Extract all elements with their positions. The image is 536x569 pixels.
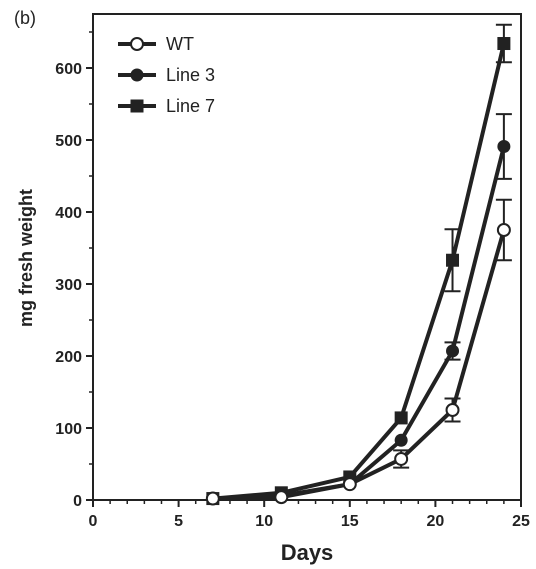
data-point-2-3 [394,411,408,425]
y-tick-label-4: 400 [55,205,82,222]
data-point-1-4 [446,344,460,358]
data-point-2-5 [497,37,511,51]
data-point-0-4 [445,403,460,417]
y-tick-label-6: 600 [55,61,82,78]
series-layer [205,23,512,506]
y-axis-title: mg fresh weight [16,189,36,327]
legend-label-0: WT [166,34,194,54]
y-tick-label-3: 300 [55,277,82,294]
data-point-0-5 [496,223,511,237]
data-point-0-1 [274,490,289,505]
series-line-0 [212,229,506,501]
legend-label-2: Line 7 [166,96,215,116]
data-point-0-2 [342,477,357,492]
x-tick-label-0: 0 [89,513,98,530]
legend: WT Line 3 Line 7 [118,34,215,116]
x-axis-title: Days [281,540,334,565]
data-point-1-3 [394,433,408,447]
series-1 [206,113,512,506]
data-point-0-0 [205,491,220,506]
plot-frame [92,13,522,501]
x-tick-label-5: 25 [512,513,530,530]
y-tick-label-1: 100 [55,421,82,438]
axes: 0 5 10 15 20 25 0 100 200 300 400 500 600 [55,13,530,530]
y-tick-label-5: 500 [55,133,82,150]
x-tick-label-3: 15 [341,513,359,530]
data-point-1-5 [497,139,511,153]
y-tick-label-0: 0 [73,493,82,510]
series-line-2 [212,43,506,501]
data-point-0-3 [394,451,409,466]
series-0 [205,198,512,506]
x-tick-label-2: 10 [255,513,273,530]
x-tick-label-1: 5 [174,513,183,530]
series-2 [206,23,512,506]
legend-marker-1 [130,68,144,82]
legend-label-1: Line 3 [166,65,215,85]
panel-label: (b) [14,8,36,28]
legend-marker-2 [130,99,144,113]
series-line-1 [212,145,506,501]
data-point-2-4 [446,253,460,267]
x-tick-label-4: 20 [427,513,445,530]
y-tick-label-2: 200 [55,349,82,366]
legend-marker-0 [130,37,144,51]
